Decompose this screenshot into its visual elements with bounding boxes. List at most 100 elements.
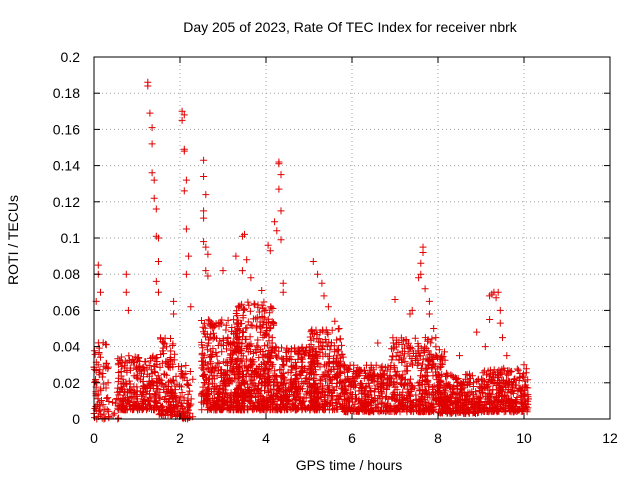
data-point — [98, 397, 105, 404]
data-point — [337, 384, 345, 392]
data-point — [279, 279, 287, 287]
data-point — [470, 379, 477, 387]
data-point — [260, 314, 268, 322]
data-point — [164, 398, 172, 405]
data-point — [336, 379, 344, 387]
data-point — [357, 379, 364, 387]
data-point — [252, 315, 260, 323]
data-point — [159, 344, 167, 352]
data-point — [445, 405, 453, 412]
data-point — [242, 355, 250, 363]
data-point — [406, 310, 414, 318]
data-point — [464, 381, 472, 389]
data-point — [341, 402, 349, 410]
data-point — [307, 336, 315, 344]
data-point — [392, 352, 400, 360]
data-point — [163, 371, 171, 379]
data-point — [278, 392, 286, 400]
data-point — [298, 364, 306, 372]
data-point — [261, 365, 269, 372]
data-point — [252, 369, 260, 377]
data-point — [312, 350, 320, 358]
data-point — [140, 403, 148, 411]
data-point — [206, 404, 214, 412]
data-point — [262, 319, 270, 327]
data-point — [378, 380, 386, 388]
data-point — [466, 396, 474, 404]
data-point — [207, 360, 215, 368]
data-point — [344, 365, 352, 373]
data-point — [146, 109, 154, 117]
data-point — [167, 347, 175, 355]
data-point — [272, 373, 280, 381]
data-point — [264, 241, 272, 249]
data-point — [210, 329, 217, 337]
data-point — [391, 296, 399, 303]
data-point — [310, 397, 318, 404]
data-point — [307, 359, 315, 367]
data-point — [237, 381, 245, 389]
data-point — [459, 408, 467, 416]
data-point — [290, 392, 297, 400]
data-point — [477, 399, 485, 407]
data-point — [123, 397, 131, 404]
data-point — [263, 393, 271, 401]
data-point — [361, 367, 369, 374]
data-point — [393, 367, 401, 375]
data-point — [242, 344, 250, 352]
data-point — [419, 360, 426, 368]
data-point — [273, 400, 281, 408]
data-point — [182, 176, 190, 184]
data-point — [338, 341, 345, 349]
data-point — [390, 395, 398, 402]
data-point — [223, 345, 230, 353]
data-point — [200, 373, 207, 380]
data-point — [126, 356, 133, 364]
data-point — [180, 187, 188, 195]
data-point — [255, 354, 263, 362]
data-point — [430, 391, 438, 399]
data-point — [213, 401, 221, 409]
data-point — [103, 360, 111, 368]
data-point — [102, 384, 110, 392]
data-point — [466, 370, 473, 378]
data-point — [469, 409, 477, 417]
data-point — [180, 147, 188, 155]
data-point — [220, 397, 228, 404]
data-point — [202, 400, 210, 408]
data-point — [395, 402, 403, 409]
data-point — [287, 356, 295, 364]
data-point — [468, 388, 476, 396]
data-point — [287, 348, 295, 356]
data-point — [501, 380, 509, 388]
data-point — [182, 270, 190, 278]
data-point — [205, 336, 212, 344]
data-points — [90, 78, 532, 423]
data-point — [489, 407, 497, 415]
data-point — [253, 402, 261, 410]
data-point — [405, 339, 412, 347]
data-point — [130, 388, 138, 396]
data-point — [267, 303, 275, 311]
data-point — [175, 363, 183, 370]
data-point — [101, 414, 109, 422]
data-point — [246, 333, 254, 341]
data-point — [305, 374, 313, 382]
data-point — [406, 352, 414, 360]
data-point — [150, 363, 158, 370]
data-point — [202, 243, 210, 251]
data-point — [440, 396, 448, 404]
data-point — [179, 374, 187, 382]
data-point — [199, 361, 207, 369]
data-point — [454, 375, 462, 382]
data-point — [336, 335, 344, 343]
data-point — [323, 343, 331, 351]
data-point — [263, 402, 271, 410]
data-point — [322, 377, 329, 385]
data-point — [204, 316, 212, 324]
data-point — [417, 367, 425, 375]
data-point — [414, 359, 422, 367]
data-point — [235, 397, 242, 404]
data-point — [458, 389, 466, 397]
data-point — [202, 267, 210, 275]
